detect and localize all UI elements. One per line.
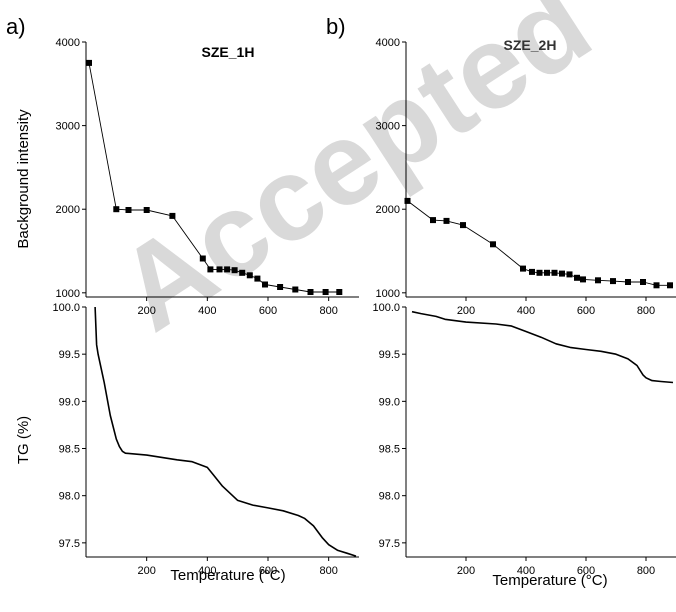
data-point xyxy=(430,217,436,223)
data-point xyxy=(262,282,268,288)
y-tick-label: 100.0 xyxy=(372,302,400,314)
data-point xyxy=(654,282,660,288)
panel-b-bottom: 97.5 98.0 98.5 99.0 99.5 100.0 200 400 600 800 xyxy=(372,302,676,577)
data-point xyxy=(126,207,132,213)
data-point xyxy=(323,289,329,295)
data-point xyxy=(667,282,673,288)
y-tick-label: 3000 xyxy=(56,121,80,133)
data-point xyxy=(537,270,543,276)
x-tick-label: 200 xyxy=(137,565,155,577)
y-tick-label: 1000 xyxy=(376,288,400,300)
y-tick-label: 97.5 xyxy=(379,538,400,550)
watermark-text: Accepted xyxy=(96,0,613,356)
x-tick-label: 800 xyxy=(637,305,655,317)
x-tick-label: 400 xyxy=(198,305,216,317)
data-point xyxy=(224,266,230,272)
watermark-layer: Accepted xyxy=(96,0,613,356)
y-tick-label: 1000 xyxy=(56,288,80,300)
y-tick-label: 4000 xyxy=(56,37,80,49)
data-point xyxy=(610,278,616,284)
series-line xyxy=(412,312,673,383)
y-tick-label: 3000 xyxy=(376,121,400,133)
y-tick-label: 2000 xyxy=(376,204,400,216)
data-point xyxy=(625,279,631,285)
x-tick-label: 200 xyxy=(457,305,475,317)
plot-title: SZE_2H xyxy=(504,37,557,53)
data-point xyxy=(277,284,283,290)
x-tick-label: 200 xyxy=(137,305,155,317)
y-tick-label: 99.5 xyxy=(379,349,400,361)
x-tick-label: 600 xyxy=(259,305,277,317)
data-point xyxy=(254,276,260,282)
x-axis-label-b: Temperature (°C) xyxy=(492,572,607,589)
data-point xyxy=(232,267,238,273)
data-point xyxy=(580,276,586,282)
data-point xyxy=(529,269,535,275)
panel-label-b: b) xyxy=(326,14,346,39)
y-tick-label: 98.5 xyxy=(379,444,400,456)
data-point xyxy=(144,207,150,213)
data-point xyxy=(207,266,213,272)
data-point xyxy=(336,289,342,295)
data-point xyxy=(595,277,601,283)
y-tick-label: 4000 xyxy=(376,37,400,49)
data-point xyxy=(169,213,175,219)
data-point xyxy=(292,287,298,293)
x-tick-label: 800 xyxy=(637,565,655,577)
data-point xyxy=(574,275,580,281)
y-tick-label: 100.0 xyxy=(52,302,80,314)
y-tick-label: 99.0 xyxy=(59,396,80,408)
panel-label-a: a) xyxy=(6,14,26,39)
y-tick-label: 98.0 xyxy=(59,491,80,503)
data-point xyxy=(247,272,253,278)
x-tick-label: 200 xyxy=(457,565,475,577)
x-tick-label: 800 xyxy=(319,565,337,577)
data-point xyxy=(113,206,119,212)
y-tick-label: 2000 xyxy=(56,204,80,216)
y-tick-label: 97.5 xyxy=(59,538,80,550)
data-point xyxy=(200,256,206,262)
data-point xyxy=(559,271,565,277)
data-point xyxy=(86,60,92,66)
y-tick-label: 99.0 xyxy=(379,396,400,408)
data-point xyxy=(239,270,245,276)
series-line xyxy=(95,307,356,556)
data-point xyxy=(567,271,573,277)
x-tick-label: 800 xyxy=(319,305,337,317)
y-tick-label: 99.5 xyxy=(59,349,80,361)
x-axis-label-a: Temperature (°C) xyxy=(170,567,285,584)
y-tick-label: 98.5 xyxy=(59,444,80,456)
x-tick-label: 600 xyxy=(577,305,595,317)
plot-title: SZE_1H xyxy=(202,44,255,60)
y-tick-label: 98.0 xyxy=(379,491,400,503)
panel-a-bottom: 97.5 98.0 98.5 99.0 99.5 100.0 200 400 600 800 xyxy=(52,302,359,577)
top-y-axis-label: Background intensity xyxy=(15,109,32,249)
data-point xyxy=(552,270,558,276)
data-point xyxy=(444,218,450,224)
bottom-y-axis-label: TG (%) xyxy=(15,416,32,464)
data-point xyxy=(640,279,646,285)
data-point xyxy=(460,222,466,228)
data-point xyxy=(405,198,411,204)
data-point xyxy=(520,266,526,272)
data-point xyxy=(490,241,496,247)
data-point xyxy=(217,266,223,272)
data-point xyxy=(544,270,550,276)
data-point xyxy=(308,289,314,295)
x-tick-label: 400 xyxy=(517,305,535,317)
